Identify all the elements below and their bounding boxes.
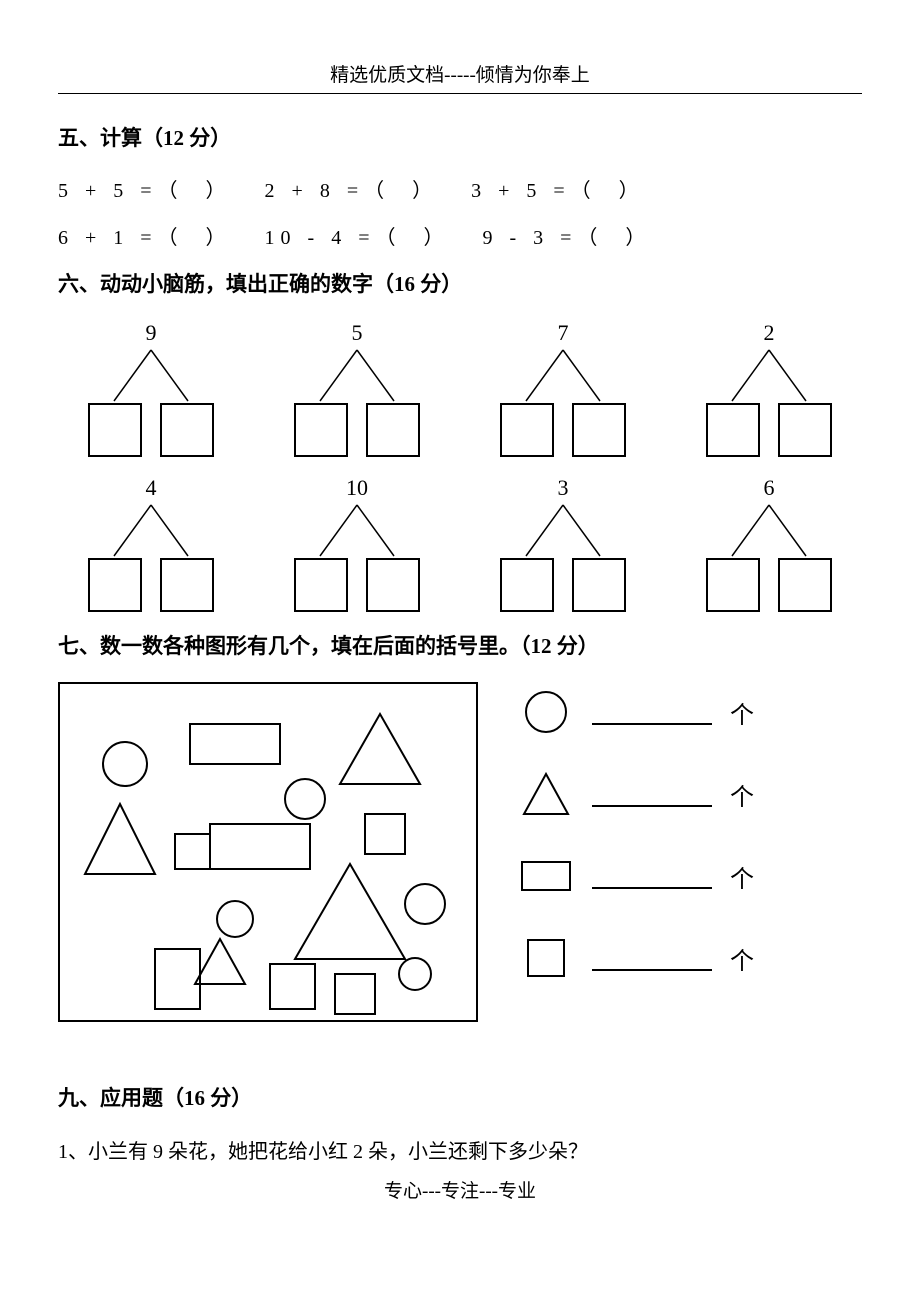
tree-answer-box[interactable] (294, 558, 348, 612)
legend-unit: 个 (730, 941, 754, 976)
tree-answer-box[interactable] (366, 558, 420, 612)
shape-legend: 个个个个 (518, 682, 862, 1014)
tree-answer-box[interactable] (500, 403, 554, 457)
tree-answer-box[interactable] (778, 558, 832, 612)
tree-answer-box[interactable] (160, 558, 214, 612)
circle-icon (518, 686, 574, 738)
legend-blank[interactable] (592, 699, 712, 725)
tree-answer-box[interactable] (572, 403, 626, 457)
legend-unit: 个 (730, 695, 754, 730)
tree-top-number: 4 (146, 475, 157, 501)
number-tree: 2 (694, 320, 844, 457)
shapes-box (58, 682, 478, 1022)
rect-icon (518, 850, 574, 902)
section5-title: 五、计算（12 分） (58, 122, 862, 152)
tree-top-number: 10 (346, 475, 368, 501)
tree-answer-box[interactable] (88, 403, 142, 457)
square-icon (518, 932, 574, 984)
legend-blank[interactable] (592, 781, 712, 807)
tree-answer-box[interactable] (160, 403, 214, 457)
number-tree: 6 (694, 475, 844, 612)
tree-top-number: 9 (146, 320, 157, 346)
number-tree: 3 (488, 475, 638, 612)
legend-row-rect: 个 (518, 850, 862, 902)
section9-title: 九、应用题（16 分） (58, 1082, 862, 1112)
tree-answer-box[interactable] (778, 403, 832, 457)
legend-row-triangle: 个 (518, 768, 862, 820)
section9-q1: 1、小兰有 9 朵花，她把花给小红 2 朵，小兰还剩下多少朵？ (58, 1134, 862, 1170)
page-header: 精选优质文档-----倾情为你奉上 (58, 60, 862, 94)
calc-row-1: 5 + 5 =（ ） 2 + 8 =（ ） 3 + 5 =（ ） (58, 174, 862, 203)
tree-top-number: 6 (764, 475, 775, 501)
trees-row-2: 4 10 3 6 (58, 475, 862, 612)
trees-row-1: 9 5 7 2 (58, 320, 862, 457)
tree-top-number: 7 (558, 320, 569, 346)
number-tree: 5 (282, 320, 432, 457)
legend-blank[interactable] (592, 945, 712, 971)
number-tree: 7 (488, 320, 638, 457)
legend-blank[interactable] (592, 863, 712, 889)
number-tree: 10 (282, 475, 432, 612)
tree-answer-box[interactable] (572, 558, 626, 612)
tree-top-number: 3 (558, 475, 569, 501)
triangle-icon (518, 768, 574, 820)
page-footer: 专心---专注---专业 (58, 1176, 862, 1203)
legend-unit: 个 (730, 859, 754, 894)
section7-title: 七、数一数各种图形有几个，填在后面的括号里。（12 分） (58, 630, 862, 660)
legend-row-circle: 个 (518, 686, 862, 738)
tree-answer-box[interactable] (706, 558, 760, 612)
tree-answer-box[interactable] (500, 558, 554, 612)
tree-top-number: 5 (352, 320, 363, 346)
number-tree: 9 (76, 320, 226, 457)
legend-row-square: 个 (518, 932, 862, 984)
tree-answer-box[interactable] (366, 403, 420, 457)
legend-unit: 个 (730, 777, 754, 812)
tree-top-number: 2 (764, 320, 775, 346)
section6-title: 六、动动小脑筋，填出正确的数字（16 分） (58, 268, 862, 298)
number-tree: 4 (76, 475, 226, 612)
calc-row-2: 6 + 1 =（ ） 10 - 4 =（ ） 9 - 3 =（ ） (58, 221, 862, 250)
tree-answer-box[interactable] (706, 403, 760, 457)
tree-answer-box[interactable] (88, 558, 142, 612)
tree-answer-box[interactable] (294, 403, 348, 457)
